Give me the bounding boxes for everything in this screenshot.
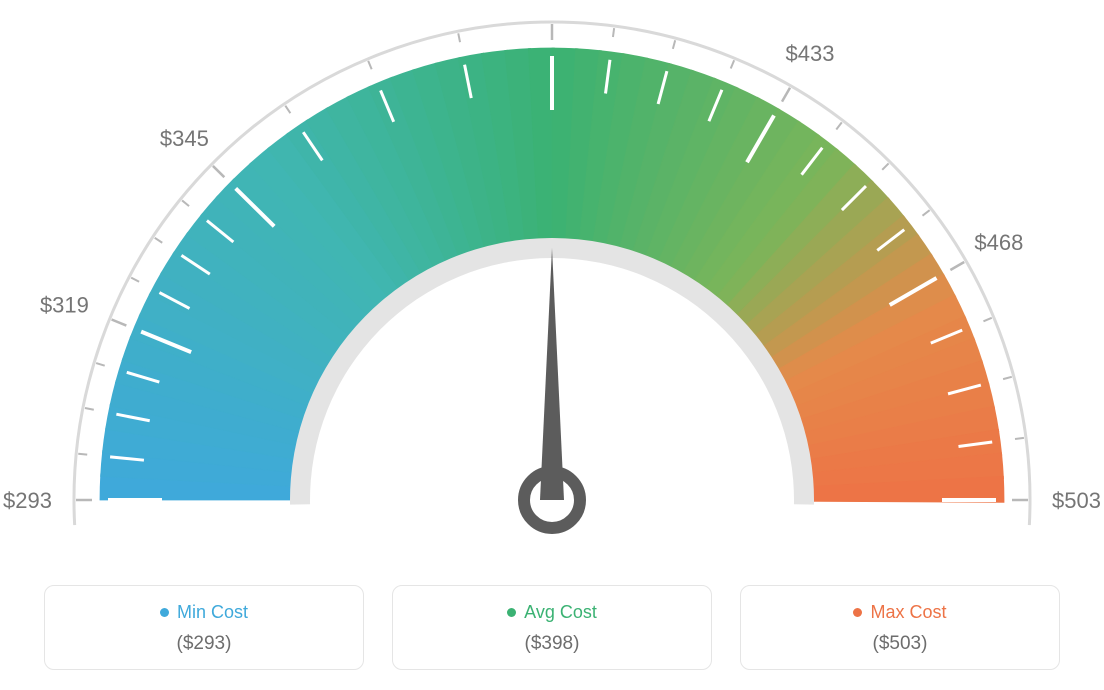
legend-card-avg: Avg Cost ($398) xyxy=(392,585,712,670)
gauge-ring-minor-tick xyxy=(78,454,87,455)
legend-value-max: ($503) xyxy=(751,633,1049,655)
gauge-ring-minor-tick xyxy=(1015,438,1024,439)
gauge-ring-minor-tick xyxy=(836,122,841,129)
legend-title-min: Min Cost xyxy=(160,602,248,623)
gauge-needle xyxy=(540,248,564,500)
legend-card-min: Min Cost ($293) xyxy=(44,585,364,670)
legend-row: Min Cost ($293) Avg Cost ($398) Max Cost… xyxy=(0,585,1104,670)
gauge-ring-minor-tick xyxy=(882,163,888,169)
legend-title-max: Max Cost xyxy=(853,602,946,623)
gauge-ring-minor-tick xyxy=(85,408,94,410)
gauge-ring-minor-tick xyxy=(155,238,163,243)
legend-dot-min-icon xyxy=(160,608,169,617)
gauge-tick-label: $503 xyxy=(1052,488,1101,513)
legend-value-min: ($293) xyxy=(55,633,353,655)
gauge-ring-tick xyxy=(782,88,790,102)
gauge-svg: $293$319$345$398$433$468$503 xyxy=(0,0,1104,560)
legend-card-max: Max Cost ($503) xyxy=(740,585,1060,670)
gauge-ring-minor-tick xyxy=(983,318,991,321)
gauge-tick-label: $433 xyxy=(786,41,835,66)
legend-label-min: Min Cost xyxy=(177,602,248,623)
legend-title-avg: Avg Cost xyxy=(507,602,597,623)
cost-gauge: $293$319$345$398$433$468$503 xyxy=(0,0,1104,560)
gauge-ring-minor-tick xyxy=(182,200,189,206)
gauge-tick-label: $345 xyxy=(160,126,209,151)
gauge-ring-minor-tick xyxy=(613,28,614,37)
legend-dot-max-icon xyxy=(853,608,862,617)
legend-label-max: Max Cost xyxy=(870,602,946,623)
gauge-ring-minor-tick xyxy=(131,278,139,282)
gauge-tick-label: $468 xyxy=(974,230,1023,255)
gauge-ring-minor-tick xyxy=(731,60,734,68)
legend-label-avg: Avg Cost xyxy=(524,602,597,623)
gauge-ring-tick xyxy=(213,166,224,177)
gauge-ring-tick xyxy=(112,319,127,325)
gauge-ring-minor-tick xyxy=(922,210,929,215)
legend-dot-avg-icon xyxy=(507,608,516,617)
gauge-ring-tick xyxy=(950,262,964,270)
gauge-ring-minor-tick xyxy=(458,33,460,42)
gauge-ring-minor-tick xyxy=(285,106,290,113)
gauge-ring-minor-tick xyxy=(1003,377,1012,379)
gauge-tick-label: $293 xyxy=(3,488,52,513)
legend-value-avg: ($398) xyxy=(403,633,701,655)
gauge-ring-minor-tick xyxy=(673,40,675,49)
gauge-ring-minor-tick xyxy=(368,61,371,69)
gauge-ring-minor-tick xyxy=(96,363,105,366)
gauge-tick-label: $319 xyxy=(40,292,89,317)
